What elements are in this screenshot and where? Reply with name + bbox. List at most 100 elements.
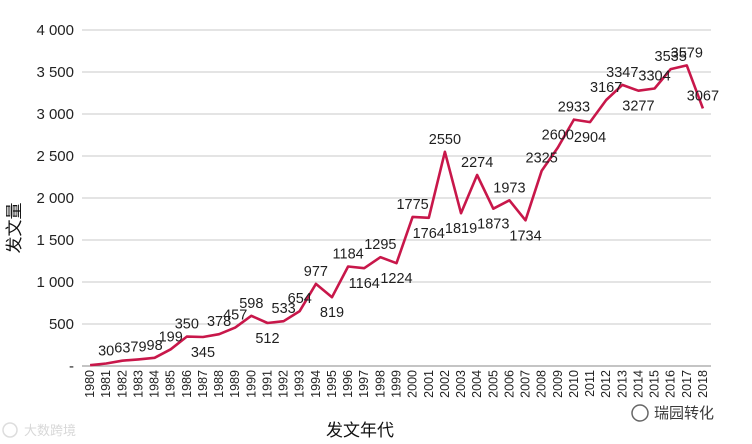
y-axis-tick-labels: 4 000 3 500 3 000 2 500 2 000 1 500 1 000 500 - bbox=[36, 22, 74, 375]
data-label: 457 bbox=[223, 308, 247, 324]
data-label: 1295 bbox=[364, 237, 396, 253]
x-tick-label: 1992 bbox=[277, 370, 291, 398]
data-label: 2325 bbox=[526, 151, 558, 167]
y-tick-label: 500 bbox=[49, 316, 74, 333]
data-label: 2550 bbox=[429, 132, 461, 148]
data-label: 345 bbox=[191, 345, 215, 361]
data-label: 1184 bbox=[333, 247, 364, 263]
watermark-right: 瑞园转化 bbox=[631, 404, 714, 422]
x-tick-label: 1998 bbox=[373, 370, 387, 398]
data-label: 2904 bbox=[574, 130, 606, 146]
y-tick-label: 3 000 bbox=[36, 106, 74, 123]
y-tick-label: - bbox=[69, 358, 74, 375]
data-label: 1164 bbox=[349, 276, 380, 292]
x-tick-label: 2006 bbox=[502, 370, 516, 398]
data-label: 512 bbox=[255, 331, 279, 347]
watermark-left-text: 大数跨境 bbox=[24, 424, 76, 439]
data-label: 63 bbox=[114, 341, 130, 357]
data-label: 533 bbox=[272, 301, 296, 317]
data-label: 977 bbox=[304, 264, 328, 280]
x-tick-label: 1987 bbox=[196, 370, 210, 398]
data-label: 1819 bbox=[445, 221, 477, 237]
x-tick-label: 1983 bbox=[131, 370, 145, 398]
watermark-right-text: 瑞园转化 bbox=[654, 404, 714, 422]
data-label: 79 bbox=[130, 339, 146, 355]
x-tick-label: 1988 bbox=[212, 370, 226, 398]
data-label: 3304 bbox=[638, 68, 670, 84]
data-label: 3277 bbox=[622, 99, 654, 115]
x-tick-label: 2016 bbox=[664, 370, 678, 398]
data-label: 3347 bbox=[606, 65, 638, 81]
x-tick-label: 1990 bbox=[244, 370, 258, 398]
data-label: 350 bbox=[175, 317, 199, 333]
data-label: 3535 bbox=[655, 49, 687, 65]
x-tick-label: 1982 bbox=[115, 370, 129, 398]
x-tick-label: 2005 bbox=[486, 370, 500, 398]
data-label: 98 bbox=[147, 338, 163, 354]
y-tick-label: 3 500 bbox=[36, 64, 74, 81]
x-tick-label: 2014 bbox=[631, 370, 645, 398]
data-label: 1224 bbox=[380, 271, 412, 287]
x-tick-label: 1996 bbox=[341, 370, 355, 398]
watermark-logo-icon bbox=[2, 422, 18, 438]
data-label: 1973 bbox=[493, 180, 525, 196]
data-label: 2600 bbox=[542, 128, 574, 144]
data-label: 2274 bbox=[461, 155, 493, 171]
data-label: 598 bbox=[239, 296, 263, 312]
data-label: 3579 bbox=[671, 45, 703, 61]
x-tick-label: 1993 bbox=[293, 370, 307, 398]
x-tick-label: 2004 bbox=[470, 370, 484, 398]
x-tick-label: 2000 bbox=[406, 370, 420, 398]
x-axis-title: 发文年代 bbox=[326, 421, 394, 441]
x-tick-label: 2018 bbox=[696, 370, 710, 398]
x-tick-label: 1995 bbox=[325, 370, 339, 398]
data-label: 2933 bbox=[558, 100, 590, 116]
x-tick-label: 1991 bbox=[260, 370, 274, 398]
y-tick-label: 2 500 bbox=[36, 148, 74, 165]
data-label: 3167 bbox=[590, 80, 622, 96]
x-tick-label: 1980 bbox=[83, 370, 97, 398]
x-tick-label: 2002 bbox=[438, 370, 452, 398]
data-label: 3067 bbox=[687, 88, 719, 104]
y-tick-label: 4 000 bbox=[36, 22, 74, 39]
x-tick-label: 1989 bbox=[228, 370, 242, 398]
y-tick-label: 1 500 bbox=[36, 232, 74, 249]
x-tick-label: 1985 bbox=[164, 370, 178, 398]
x-tick-label: 1984 bbox=[148, 370, 162, 398]
data-label: 1764 bbox=[413, 226, 445, 242]
data-label: 1775 bbox=[396, 197, 428, 213]
data-label: 1873 bbox=[477, 217, 509, 233]
x-tick-label: 1999 bbox=[390, 370, 404, 398]
data-label: 30 bbox=[98, 343, 114, 359]
series-line bbox=[89, 64, 705, 367]
x-tick-label: 1981 bbox=[99, 370, 113, 398]
data-label: 654 bbox=[288, 291, 312, 307]
x-tick-label: 1997 bbox=[357, 370, 371, 398]
x-axis-tick-labels: 1980 1981 1982 1983 1984 1985 1986 1987 1988 1989… bbox=[83, 370, 710, 398]
x-tick-label: 2012 bbox=[599, 370, 613, 398]
data-label: 1734 bbox=[509, 228, 541, 244]
x-tick-label: 2008 bbox=[535, 370, 549, 398]
gridlines bbox=[82, 29, 711, 325]
x-tick-label: 2011 bbox=[583, 370, 597, 397]
x-tick-label: 2010 bbox=[567, 370, 581, 398]
data-label: 819 bbox=[320, 305, 344, 321]
x-tick-label: 2001 bbox=[422, 370, 436, 398]
y-axis-title: 发文量 bbox=[5, 203, 25, 254]
watermark-left: 大数跨境 bbox=[2, 422, 76, 439]
data-label: 199 bbox=[159, 329, 183, 345]
data-label: 378 bbox=[207, 314, 231, 330]
x-tick-label: 2017 bbox=[680, 370, 694, 398]
x-tick-label: 2003 bbox=[454, 370, 468, 398]
x-tick-label: 2007 bbox=[519, 370, 533, 398]
x-tick-label: 2013 bbox=[615, 370, 629, 398]
y-tick-label: 2 000 bbox=[36, 190, 74, 207]
x-tick-label: 1994 bbox=[309, 370, 323, 398]
x-tick-label: 1986 bbox=[180, 370, 194, 398]
y-tick-label: 1 000 bbox=[36, 274, 74, 291]
wechat-icon bbox=[631, 404, 649, 422]
x-tick-label: 2015 bbox=[648, 370, 662, 398]
x-tick-label: 2009 bbox=[551, 370, 565, 398]
